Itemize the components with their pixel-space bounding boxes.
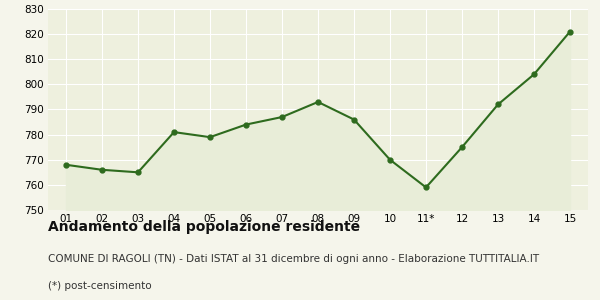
Text: COMUNE DI RAGOLI (TN) - Dati ISTAT al 31 dicembre di ogni anno - Elaborazione TU: COMUNE DI RAGOLI (TN) - Dati ISTAT al 31…	[48, 254, 539, 263]
Text: (*) post-censimento: (*) post-censimento	[48, 281, 152, 291]
Text: Andamento della popolazione residente: Andamento della popolazione residente	[48, 220, 360, 235]
